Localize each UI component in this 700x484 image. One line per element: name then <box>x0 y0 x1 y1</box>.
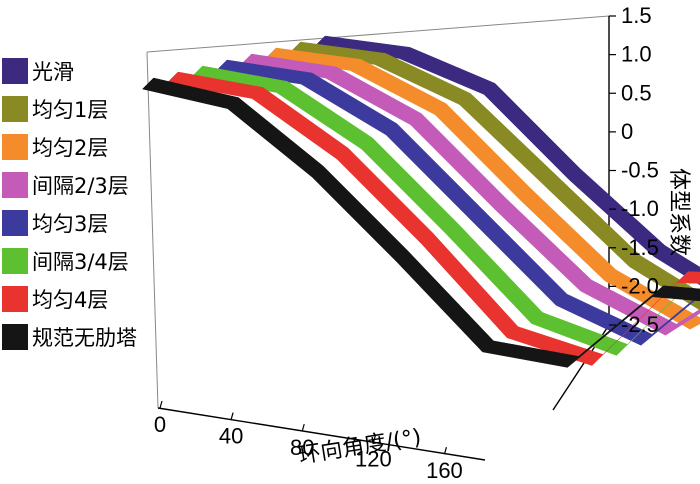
ribbon-series-2 <box>288 41 700 311</box>
z-tick-label: 1.5 <box>621 3 652 28</box>
z-tick-label: -2.0 <box>621 273 659 298</box>
z-tick-label: -2.5 <box>621 312 659 337</box>
legend-swatch-4 <box>2 172 28 198</box>
ribbon-series-5 <box>215 59 700 346</box>
z-tick-label: 1.0 <box>621 42 652 67</box>
legend-swatch-8 <box>2 324 28 350</box>
legend-label-2: 均匀1层 <box>32 98 108 122</box>
x-tick-label: 40 <box>219 424 243 449</box>
legend-label-3: 均匀2层 <box>32 136 108 160</box>
x-tick-mark <box>159 400 163 409</box>
x-axis: 0 40 80 120 160 <box>154 400 463 483</box>
legend-label-5: 均匀3层 <box>32 212 108 236</box>
x-tick-label: 160 <box>426 458 463 483</box>
z-axis: 1.5 1.0 0.5 0 -0.5 -1.0 -1.5 -2.0 -2.5 <box>609 3 659 337</box>
legend-swatch-6 <box>2 248 28 274</box>
x-tick-label: 0 <box>154 412 166 437</box>
x-tick-mark <box>443 447 448 455</box>
legend-label-1: 光滑 <box>32 60 74 84</box>
z-tick-label: 0 <box>621 119 633 144</box>
ribbon-series-4 <box>239 53 700 336</box>
x-tick-label: 120 <box>355 447 392 472</box>
ribbon-series-8 <box>142 77 700 368</box>
x-axis-line <box>157 407 486 461</box>
frame-line-left <box>146 51 159 409</box>
legend-label-4: 间隔2/3层 <box>32 174 129 198</box>
ribbon-series-3 <box>264 47 700 330</box>
legend-swatch-2 <box>2 96 28 122</box>
x-tick-mark <box>230 412 234 420</box>
legend-swatch-3 <box>2 134 28 160</box>
legend-swatch-1 <box>2 58 28 84</box>
ribbon-series-group <box>142 35 700 368</box>
x-tick-label: 80 <box>290 435 314 460</box>
ribbon-series-1 <box>313 35 700 286</box>
x-tick-mark <box>301 423 305 432</box>
legend-swatch-7 <box>2 286 28 312</box>
z-tick-label: -1.0 <box>621 196 659 221</box>
ribbon-series-6 <box>190 65 700 356</box>
z-tick-label: 0.5 <box>621 80 652 105</box>
legend-label-6: 间隔3/4层 <box>32 250 129 274</box>
legend-label-7: 均匀4层 <box>32 288 108 312</box>
legend-label-8: 规范无肋塔 <box>32 326 137 350</box>
x-tick-mark <box>372 435 376 443</box>
z-tick-label: -1.5 <box>621 235 659 260</box>
z-axis-title: 体型系数 <box>666 168 691 256</box>
legend-swatch-5 <box>2 210 28 236</box>
z-tick-label: -0.5 <box>621 158 659 183</box>
frame-line-top <box>146 15 610 53</box>
ribbon-series-7 <box>166 71 700 366</box>
